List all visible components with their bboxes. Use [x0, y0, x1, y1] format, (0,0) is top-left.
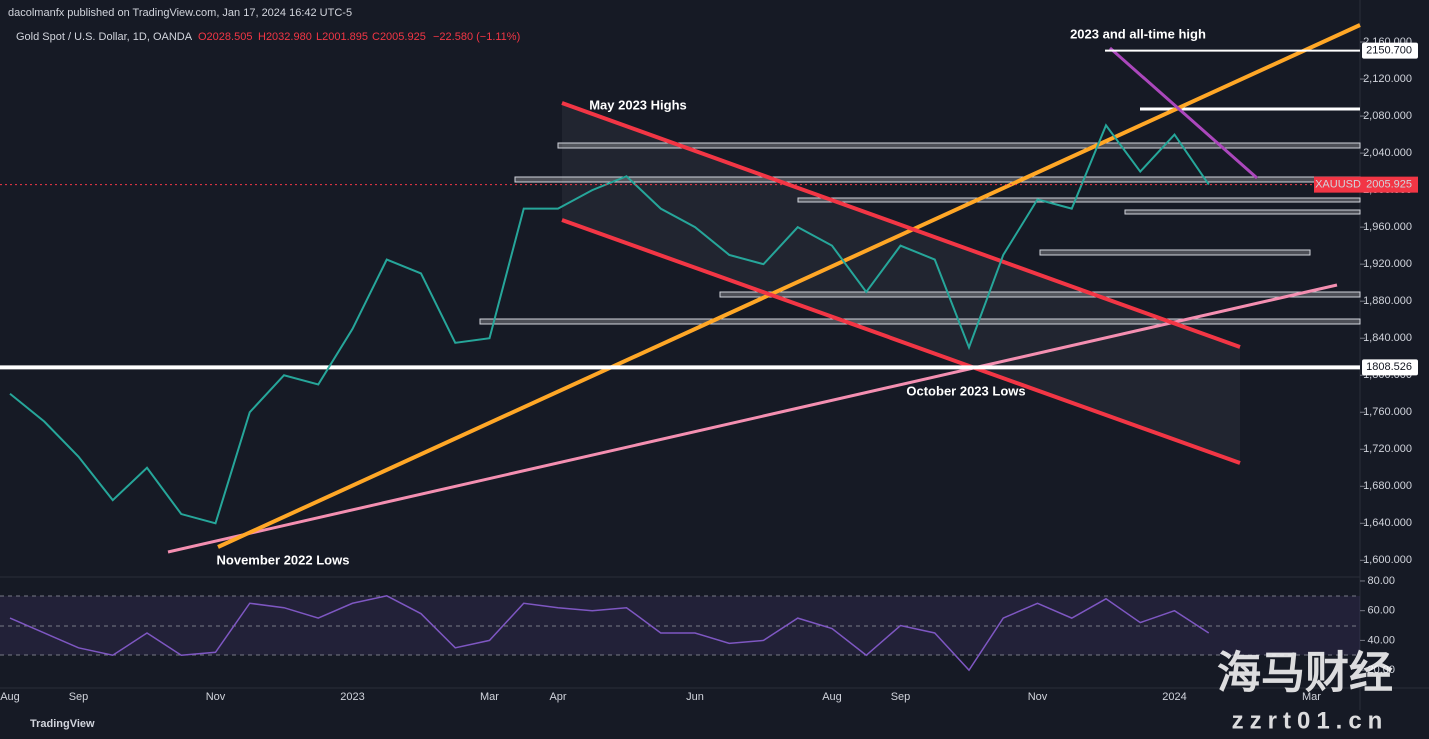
zones — [479, 142, 1361, 325]
y-tick-label: 1,720.000 — [1363, 443, 1412, 455]
y-tick-label: 2,040.000 — [1363, 147, 1412, 159]
level-tag — [1362, 42, 1418, 59]
trendline — [167, 283, 1338, 554]
zone — [514, 176, 1361, 183]
x-tick-label: Nov — [1028, 691, 1048, 703]
level-label: 1808.526 — [1366, 361, 1412, 373]
y-tick-label: 60.00 — [1367, 605, 1395, 617]
channel-line — [561, 101, 1241, 349]
y-tick-label: 1,640.000 — [1363, 517, 1412, 529]
price-tag — [1362, 176, 1418, 193]
x-tick-label: Aug — [822, 691, 842, 703]
zone — [479, 318, 1361, 325]
annotation: May 2023 Highs — [589, 97, 687, 112]
symbol-tag: XAUUSD — [1315, 179, 1361, 191]
zone — [1124, 209, 1361, 215]
watermark: zzrt01.cn — [1232, 707, 1389, 734]
zone — [557, 142, 1361, 149]
y-tick-label: 1,960.000 — [1363, 221, 1412, 233]
y-tick-label: 1,840.000 — [1363, 332, 1412, 344]
trendline — [217, 23, 1361, 549]
price-line — [9, 123, 1210, 525]
footer: TradingView — [30, 718, 95, 730]
x-tick-label: Apr — [549, 691, 566, 703]
x-tick-label: Jun — [686, 691, 704, 703]
x-tick-label: Mar — [1302, 691, 1321, 703]
chart-title: Gold Spot / U.S. Dollar, 1D, OANDA — [16, 31, 193, 43]
ohlc: O2028.505 — [198, 31, 252, 43]
annotation: 2023 and all-time high — [1070, 26, 1206, 41]
annotation: October 2023 Lows — [906, 383, 1025, 398]
y-tick-label: 1,880.000 — [1363, 295, 1412, 307]
y-tick-label: 1,760.000 — [1363, 406, 1412, 418]
y-tick-label: 2,120.000 — [1363, 73, 1412, 85]
x-tick-label: Nov — [206, 691, 226, 703]
channel-line — [561, 218, 1241, 465]
zone — [797, 197, 1361, 203]
ohlc: L2001.895 — [316, 31, 368, 43]
rsi-line — [9, 595, 1210, 672]
level-tag — [1362, 359, 1418, 376]
level-label: 2150.700 — [1366, 45, 1412, 57]
ohlc: H2032.980 — [258, 31, 312, 43]
ohlc: C2005.925 — [372, 31, 426, 43]
y-tick-label: 1,680.000 — [1363, 480, 1412, 492]
x-tick-label: Aug — [0, 691, 20, 703]
x-tick-label: Sep — [69, 691, 89, 703]
zone — [719, 291, 1361, 298]
watermark: 海马财经 — [1217, 649, 1393, 698]
publisher: dacolmanfx published on TradingView.com,… — [8, 7, 352, 19]
y-tick-label: 1,600.000 — [1363, 554, 1412, 566]
y-tick-label: 80.00 — [1367, 575, 1395, 587]
last-price-label: 2005.925 — [1366, 179, 1412, 191]
y-tick-label: 1,920.000 — [1363, 258, 1412, 270]
x-tick-label: 2024 — [1162, 691, 1186, 703]
x-tick-label: Mar — [480, 691, 499, 703]
channel-fill — [562, 103, 1240, 463]
zone — [1039, 249, 1311, 256]
x-tick-label: Sep — [891, 691, 911, 703]
y-tick-label: 40.00 — [1367, 634, 1395, 646]
annotation: November 2022 Lows — [217, 552, 350, 567]
x-tick-label: 2023 — [340, 691, 364, 703]
ohlc: −22.580 (−1.11%) — [433, 31, 520, 43]
y-tick-label: 2,080.000 — [1363, 110, 1412, 122]
trendline — [1109, 46, 1258, 180]
plot: 1,600.000 1,640.000 1,680.000 1,720.000 1,76… — [0, 36, 1418, 703]
y-tick-label: 20.00 — [1367, 664, 1395, 676]
price-tag — [1314, 176, 1362, 193]
